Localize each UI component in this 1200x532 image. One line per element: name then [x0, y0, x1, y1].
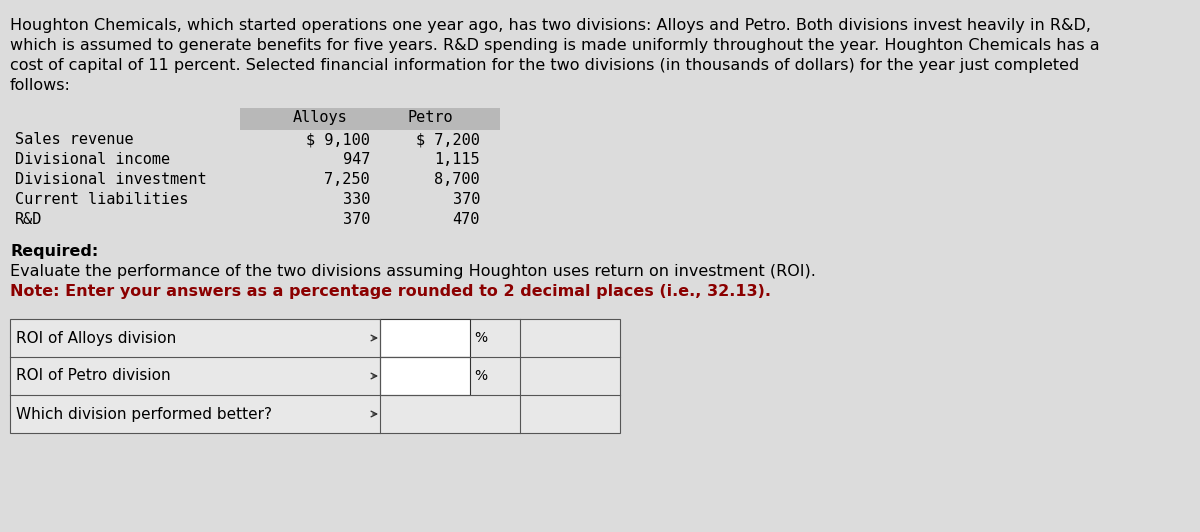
- Text: 370: 370: [343, 212, 370, 228]
- Bar: [380, 357, 470, 395]
- Text: Houghton Chemicals, which started operations one year ago, has two divisions: Al: Houghton Chemicals, which started operat…: [10, 18, 1091, 33]
- Text: 947: 947: [343, 153, 370, 168]
- Text: cost of capital of 11 percent. Selected financial information for the two divisi: cost of capital of 11 percent. Selected …: [10, 58, 1079, 73]
- Text: %: %: [474, 369, 487, 383]
- Text: ROI of Petro division: ROI of Petro division: [16, 369, 170, 384]
- Text: %: %: [474, 331, 487, 345]
- Text: Required:: Required:: [10, 244, 98, 259]
- Text: which is assumed to generate benefits for five years. R&D spending is made unifo: which is assumed to generate benefits fo…: [10, 38, 1099, 53]
- Text: Evaluate the performance of the two divisions assuming Houghton uses return on i: Evaluate the performance of the two divi…: [10, 264, 816, 279]
- Text: R&D: R&D: [14, 212, 42, 228]
- Text: 470: 470: [452, 212, 480, 228]
- Bar: [10, 319, 620, 433]
- Bar: [380, 319, 470, 357]
- Text: 370: 370: [452, 193, 480, 207]
- Bar: [240, 108, 500, 130]
- Text: Note: Enter your answers as a percentage rounded to 2 decimal places (i.e., 32.1: Note: Enter your answers as a percentage…: [10, 284, 772, 299]
- Text: Divisional investment: Divisional investment: [14, 172, 206, 187]
- Text: Which division performed better?: Which division performed better?: [16, 406, 272, 421]
- Text: ROI of Alloys division: ROI of Alloys division: [16, 330, 176, 345]
- Text: Petro: Petro: [407, 110, 452, 125]
- Text: 330: 330: [343, 193, 370, 207]
- Text: Current liabilities: Current liabilities: [14, 193, 188, 207]
- Text: 8,700: 8,700: [434, 172, 480, 187]
- Text: 1,115: 1,115: [434, 153, 480, 168]
- Text: 7,250: 7,250: [324, 172, 370, 187]
- Text: Sales revenue: Sales revenue: [14, 132, 133, 147]
- Text: $ 9,100: $ 9,100: [306, 132, 370, 147]
- Text: follows:: follows:: [10, 78, 71, 93]
- Text: $ 7,200: $ 7,200: [416, 132, 480, 147]
- Text: Alloys: Alloys: [293, 110, 347, 125]
- Text: Divisional income: Divisional income: [14, 153, 170, 168]
